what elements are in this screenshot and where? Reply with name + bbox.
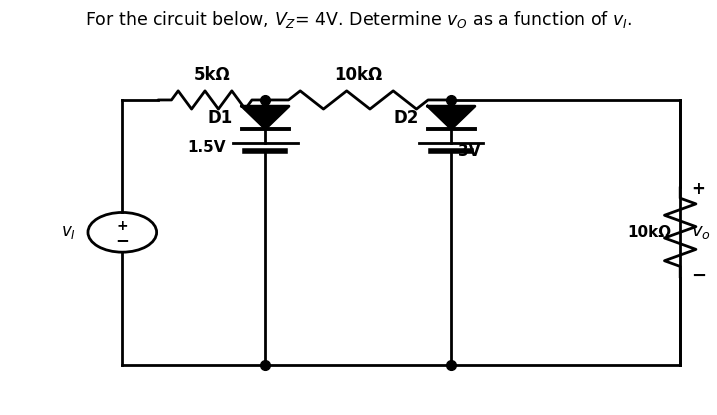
Text: −: −	[691, 267, 706, 285]
Text: D1: D1	[208, 109, 233, 127]
Text: 10kΩ: 10kΩ	[334, 66, 382, 84]
Text: +: +	[691, 180, 705, 198]
Text: +: +	[116, 219, 128, 233]
Text: 10kΩ: 10kΩ	[627, 225, 672, 240]
Text: 3V: 3V	[458, 144, 481, 159]
Polygon shape	[428, 106, 475, 129]
Text: $v_I$: $v_I$	[61, 223, 76, 241]
Text: 1.5V: 1.5V	[188, 139, 226, 155]
Polygon shape	[242, 106, 289, 129]
Text: For the circuit below, $V_Z$= 4V. Determine $v_O$ as a function of $v_I$.: For the circuit below, $V_Z$= 4V. Determ…	[85, 9, 632, 30]
Text: −: −	[115, 231, 129, 249]
Text: $v_o$: $v_o$	[691, 223, 711, 241]
Text: 5kΩ: 5kΩ	[194, 66, 230, 84]
Text: D2: D2	[394, 109, 419, 127]
